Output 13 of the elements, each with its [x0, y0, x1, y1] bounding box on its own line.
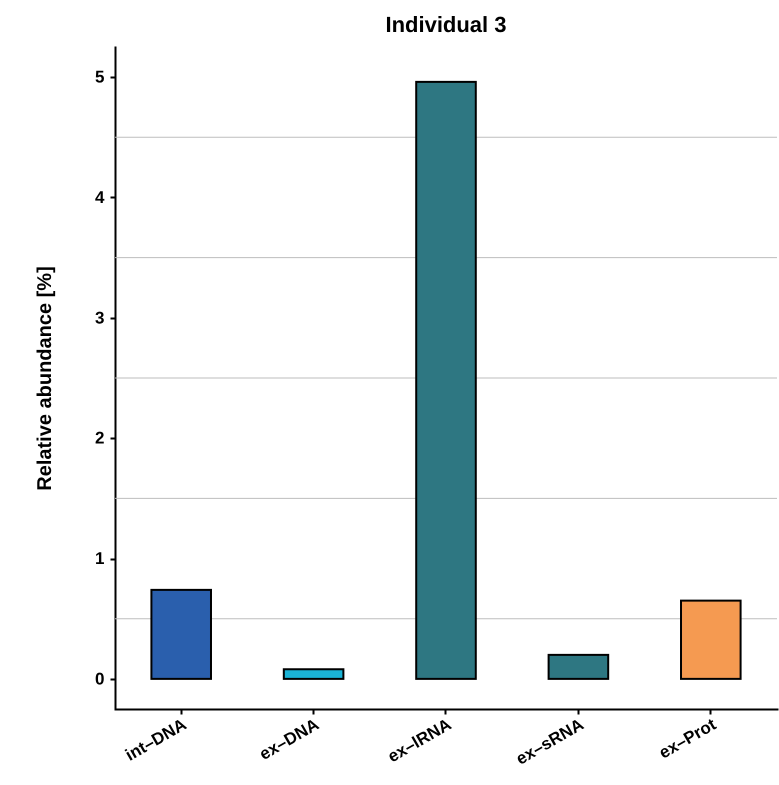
- bar: [548, 654, 610, 680]
- y-axis-title: Relative abundance [%]: [34, 266, 56, 491]
- y-tick-label: 5: [95, 68, 104, 87]
- bar: [150, 588, 212, 680]
- bar: [282, 668, 344, 680]
- y-tick-label: 4: [95, 188, 106, 207]
- bar: [680, 600, 742, 680]
- bar: [415, 80, 477, 680]
- chart-title: Individual 3: [385, 12, 507, 37]
- y-tick-label: 3: [95, 308, 104, 328]
- y-tick-label: 2: [95, 428, 104, 448]
- y-tick-label: 0: [95, 669, 104, 688]
- y-tick-label: 1: [95, 549, 104, 568]
